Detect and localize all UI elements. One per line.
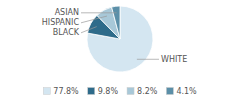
legend-label: 4.1% — [176, 87, 197, 96]
slice-label: ASIAN — [55, 8, 79, 17]
legend-label: 8.2% — [137, 87, 158, 96]
slice-label: WHITE — [161, 55, 187, 64]
legend-swatch — [88, 88, 95, 95]
leader-line — [81, 16, 107, 23]
slice-label: BLACK — [53, 28, 80, 37]
legend-swatch — [43, 88, 50, 95]
leader-line — [81, 27, 97, 33]
leader-line — [81, 12, 117, 13]
legend: 77.8% 9.8% 8.2% 4.1% — [43, 87, 197, 96]
pie-slice — [112, 6, 120, 39]
chart: ASIANHISPANICBLACK WHITE 77.8% 9.8% 8.2% 4.1% — [0, 0, 240, 100]
legend-label: 9.8% — [98, 87, 119, 96]
pie — [87, 6, 153, 72]
legend-label: 77.8% — [53, 87, 79, 96]
leader-line — [137, 59, 159, 60]
slice-labels: ASIANHISPANICBLACK WHITE — [42, 8, 187, 63]
legend-swatch — [127, 88, 134, 95]
slice-label: HISPANIC — [42, 18, 80, 27]
legend-swatch — [166, 88, 173, 95]
pie-slice — [87, 6, 153, 72]
